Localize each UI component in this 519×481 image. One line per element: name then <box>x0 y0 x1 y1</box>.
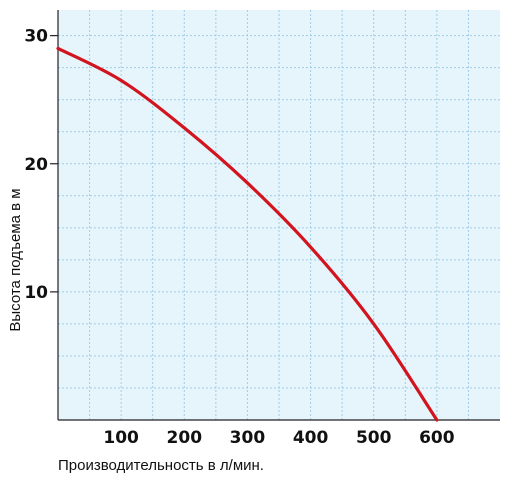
y-tick-label: 10 <box>24 283 48 303</box>
x-tick-label: 500 <box>356 428 392 448</box>
axes <box>57 10 500 421</box>
x-axis-title: Производительность в л/мин. <box>58 457 264 474</box>
series-line <box>56 46 439 422</box>
series <box>56 46 439 422</box>
x-tick-label: 100 <box>103 428 139 448</box>
y-axis-title: Высота подъема в м <box>7 188 24 331</box>
x-tick-label: 400 <box>293 428 329 448</box>
x-tick-label: 300 <box>230 428 266 448</box>
tick-labels: 100 200 300 400 500 600 10 20 30 <box>24 27 454 448</box>
x-tick-label: 600 <box>419 428 455 448</box>
grid <box>58 10 500 420</box>
y-tick-label: 20 <box>24 155 48 175</box>
y-tick-label: 30 <box>24 27 48 47</box>
x-tick-label: 200 <box>167 428 203 448</box>
